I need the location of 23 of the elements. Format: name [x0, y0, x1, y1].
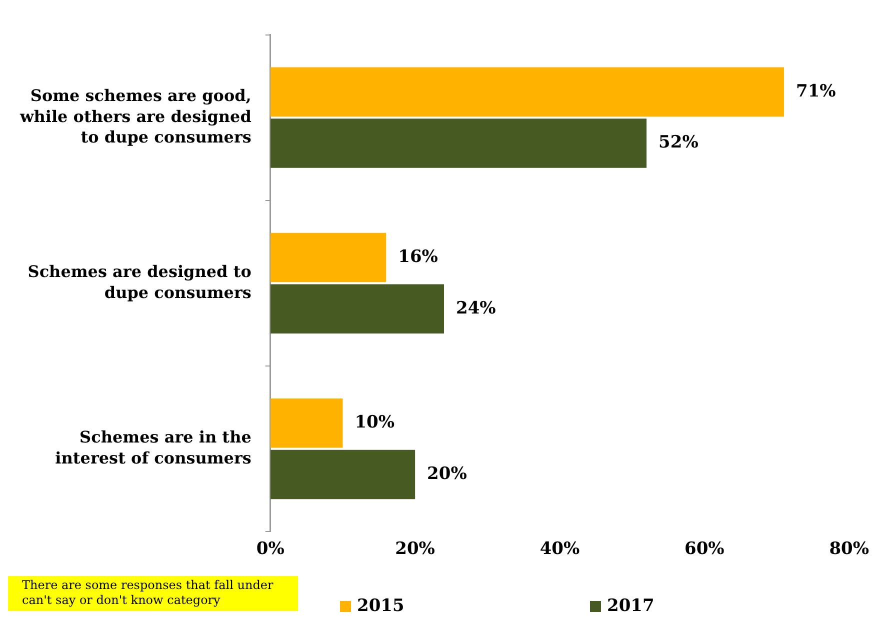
- bar: [270, 232, 386, 282]
- data-label: 24%: [456, 298, 496, 318]
- x-tick-label: 80%: [829, 539, 869, 560]
- legend-label: 2015: [357, 596, 404, 616]
- bar: [270, 67, 784, 117]
- legend-label: 2017: [607, 596, 654, 616]
- bar: [270, 284, 444, 334]
- y-tick-label: Schemes are in the interest of consumers: [55, 428, 252, 468]
- data-label: 71%: [796, 81, 836, 102]
- data-label: 10%: [354, 412, 395, 433]
- data-label: 20%: [427, 464, 467, 484]
- data-label: 16%: [398, 246, 438, 267]
- text: There are some responses that fall under can't say or don't know category: [22, 578, 274, 608]
- data-label: 52%: [658, 132, 698, 153]
- bar: [270, 118, 647, 168]
- x-tick-label: 0%: [256, 539, 284, 560]
- bar: [270, 450, 416, 500]
- y-tick-label: Schemes are designed to dupe consumers: [28, 262, 252, 302]
- x-tick-label: 60%: [684, 539, 724, 560]
- bar: [270, 398, 343, 448]
- x-tick-label: 40%: [540, 539, 580, 560]
- y-tick-label: Some schemes are good, while others are designed to dupe consumers: [18, 86, 252, 147]
- x-tick-label: 20%: [395, 539, 435, 560]
